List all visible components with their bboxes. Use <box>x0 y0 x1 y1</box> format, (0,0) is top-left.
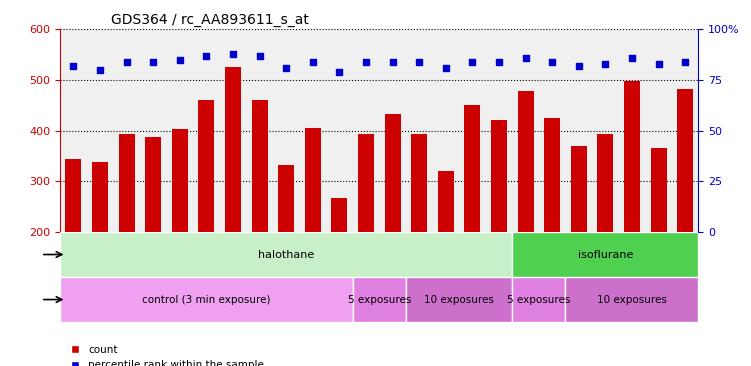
FancyBboxPatch shape <box>512 277 566 322</box>
Bar <box>252 100 267 333</box>
Text: 5 exposures: 5 exposures <box>348 295 411 305</box>
Bar <box>571 146 587 333</box>
Bar <box>412 134 427 333</box>
FancyBboxPatch shape <box>60 232 512 277</box>
Bar <box>278 165 294 333</box>
Point <box>599 61 611 67</box>
FancyBboxPatch shape <box>566 277 698 322</box>
FancyBboxPatch shape <box>406 277 512 322</box>
Bar <box>305 128 321 333</box>
Legend: count, percentile rank within the sample: count, percentile rank within the sample <box>65 341 268 366</box>
Text: control (3 min exposure): control (3 min exposure) <box>142 295 270 305</box>
Bar <box>597 134 614 333</box>
Point <box>493 59 505 65</box>
Point <box>546 59 558 65</box>
Point <box>466 59 478 65</box>
Point <box>68 63 80 69</box>
Text: isoflurane: isoflurane <box>578 250 633 259</box>
Bar <box>624 81 640 333</box>
Bar <box>650 148 667 333</box>
Point <box>121 59 133 65</box>
Text: 5 exposures: 5 exposures <box>507 295 571 305</box>
FancyBboxPatch shape <box>353 277 406 322</box>
Text: GDS364 / rc_AA893611_s_at: GDS364 / rc_AA893611_s_at <box>111 13 309 27</box>
Text: halothane: halothane <box>258 250 314 259</box>
Bar <box>544 118 560 333</box>
Point <box>387 59 399 65</box>
Bar <box>331 198 347 333</box>
Point <box>520 55 532 61</box>
Bar <box>119 134 134 333</box>
Point <box>573 63 585 69</box>
Text: 10 exposures: 10 exposures <box>424 295 494 305</box>
Bar <box>677 89 693 333</box>
FancyBboxPatch shape <box>512 232 698 277</box>
Bar <box>491 120 507 333</box>
Point <box>653 61 665 67</box>
Bar <box>517 91 533 333</box>
Bar <box>385 114 400 333</box>
FancyBboxPatch shape <box>60 277 353 322</box>
Point <box>94 67 106 73</box>
Bar <box>225 67 241 333</box>
Point <box>679 59 691 65</box>
Point <box>413 59 425 65</box>
Bar <box>172 128 188 333</box>
Bar <box>92 162 108 333</box>
Point <box>147 59 159 65</box>
Point <box>173 57 185 63</box>
Point <box>626 55 638 61</box>
Point <box>440 65 452 71</box>
Bar <box>464 105 481 333</box>
Point <box>201 53 213 59</box>
Bar <box>198 100 214 333</box>
Point <box>333 69 345 75</box>
Bar <box>438 171 454 333</box>
Point <box>280 65 292 71</box>
Point <box>306 59 318 65</box>
Text: 10 exposures: 10 exposures <box>597 295 667 305</box>
Bar <box>65 158 81 333</box>
Bar <box>358 134 374 333</box>
Point <box>254 53 266 59</box>
Point <box>360 59 372 65</box>
Point <box>227 51 239 56</box>
Bar <box>145 137 161 333</box>
